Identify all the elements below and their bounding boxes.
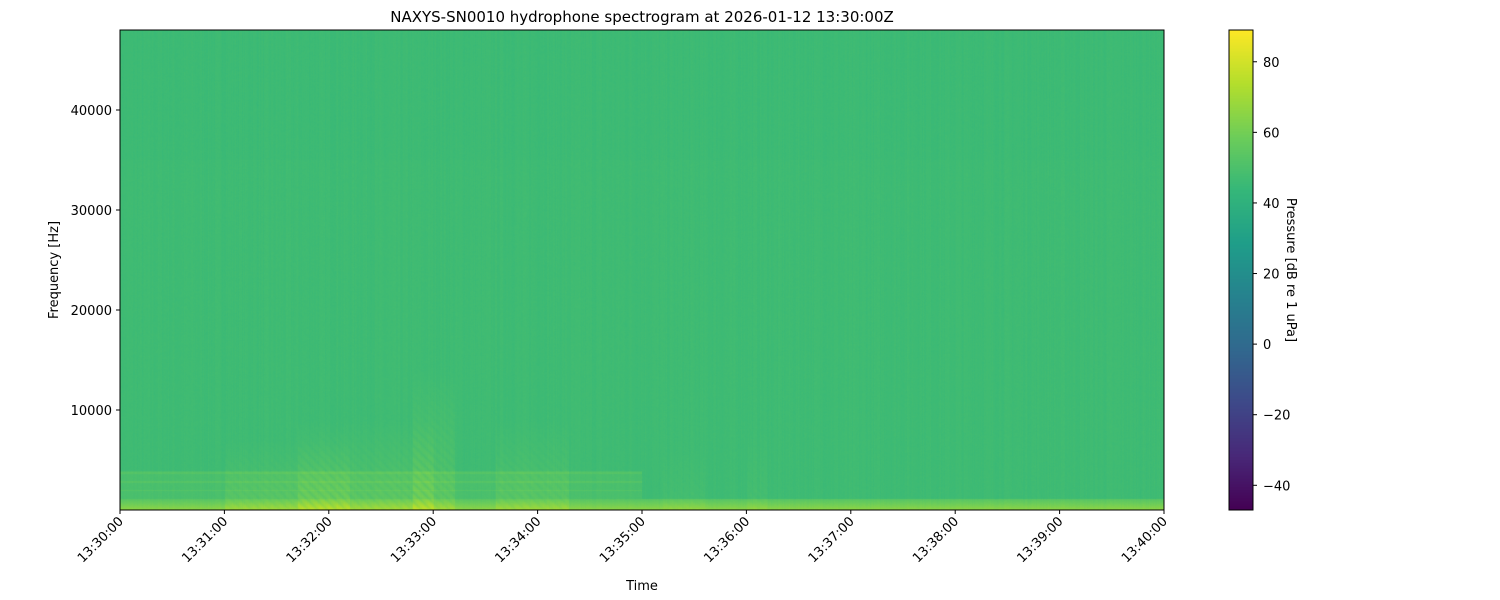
x-tick-label: 13:36:00	[701, 514, 753, 566]
y-tick-label: 30000	[71, 204, 112, 219]
y-axis: 10000 20000 30000 40000	[71, 104, 120, 419]
colorbar-label: Pressure [dB re 1 uPa]	[1283, 198, 1298, 342]
x-axis-label: Time	[625, 579, 658, 594]
chart-title: NAXYS-SN0010 hydrophone spectrogram at 2…	[390, 8, 894, 26]
x-tick-label: 13:33:00	[388, 514, 440, 566]
colorbar-tick-label: 40	[1263, 197, 1280, 212]
x-tick-label: 13:30:00	[75, 514, 127, 566]
colorbar	[1229, 30, 1253, 510]
x-tick-label: 13:39:00	[1015, 514, 1067, 566]
x-tick-label: 13:31:00	[179, 514, 231, 566]
x-tick-label: 13:40:00	[1119, 514, 1171, 566]
y-tick-label: 20000	[71, 304, 112, 319]
colorbar-frame	[1228, 29, 1254, 511]
colorbar-tick-label: 20	[1263, 268, 1280, 283]
y-tick-label: 40000	[71, 104, 112, 119]
x-tick-label: 13:37:00	[806, 514, 858, 566]
colorbar-tick-label: 0	[1263, 338, 1271, 353]
x-tick-label: 13:35:00	[597, 514, 649, 566]
x-axis: 13:30:00 13:31:00 13:32:00 13:33:00 13:34:00…	[75, 510, 1171, 566]
spectrogram-image	[120, 30, 1164, 510]
x-tick-label: 13:34:00	[493, 514, 545, 566]
colorbar-tick-label: 80	[1263, 56, 1280, 71]
colorbar-tick-label: −20	[1263, 409, 1290, 424]
colorbar-tick-label: 60	[1263, 126, 1280, 141]
colorbar-tick-label: −40	[1263, 479, 1290, 494]
y-tick-label: 10000	[71, 404, 112, 419]
colorbar-axis: −40 −20 0 20 40 60 80	[1253, 56, 1290, 494]
plot-frame	[119, 29, 1165, 511]
x-tick-label: 13:32:00	[284, 514, 336, 566]
x-tick-label: 13:38:00	[910, 514, 962, 566]
y-axis-label: Frequency [Hz]	[47, 221, 62, 319]
